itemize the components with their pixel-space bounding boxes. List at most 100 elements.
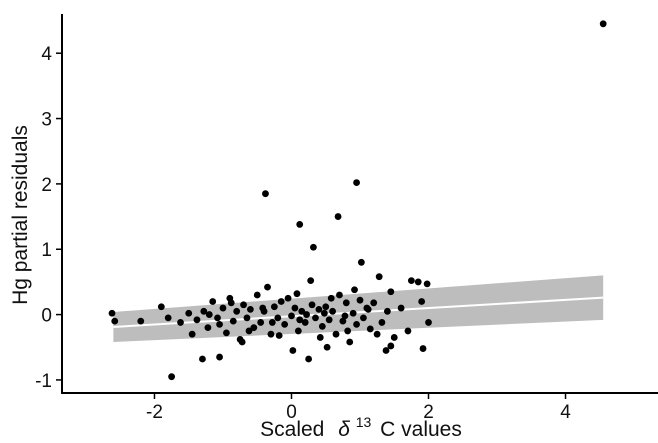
data-point [356,296,364,304]
data-point [164,314,172,322]
y-tick-label: 4 [41,44,52,65]
data-point [318,322,326,330]
x-tick-label: 0 [286,402,297,423]
data-point [284,294,292,302]
y-tick-label: -1 [35,371,52,392]
y-tick-label: 0 [41,306,52,327]
data-point [387,288,395,296]
data-point [296,316,304,324]
data-point [216,320,223,328]
data-point [307,277,315,285]
data-point [250,324,258,332]
data-point [339,317,347,325]
data-point [323,343,331,351]
data-point [366,325,374,333]
x-axis-title-delta: δ [338,418,350,441]
data-point [177,319,184,326]
data-point [277,298,285,305]
y-tick-label: 2 [41,175,52,196]
data-point [382,347,390,354]
axes-layer [61,14,658,394]
data-point [223,329,230,337]
data-points-layer [108,20,607,381]
data-point [227,299,235,307]
data-point [298,307,306,315]
data-point [425,319,432,326]
data-point [267,330,275,338]
data-point [296,221,304,228]
data-point [108,309,116,317]
data-point [353,179,360,186]
data-point [205,311,213,318]
data-point [320,309,328,317]
data-point [336,291,343,299]
data-point [219,304,227,312]
data-point [322,303,330,311]
data-point [111,317,119,325]
data-point [310,243,317,251]
data-point [253,291,261,299]
data-point [275,332,283,339]
data-point [268,319,276,326]
data-point [407,277,415,285]
confidence-band-layer [113,275,604,343]
y-axis-title: Hg partial residuals [9,125,32,305]
data-point [312,314,319,322]
x-axis-title: Scaled δ 13 C values [260,409,462,441]
data-point [259,304,267,312]
data-point [216,353,223,361]
data-point [193,316,201,324]
data-point [305,355,313,363]
data-point [353,320,360,328]
data-point [233,307,241,315]
data-point [246,305,254,313]
data-point [404,327,412,335]
data-point [168,373,176,381]
data-point [308,301,316,309]
data-point [288,312,295,320]
data-point [204,324,212,332]
data-point [185,309,193,317]
x-axis-title-prefix: Scaled [260,418,324,441]
data-point [303,311,310,318]
data-point [346,338,354,346]
y-tick-label: 1 [41,240,52,261]
data-point [325,316,333,324]
data-point [390,334,398,341]
data-point [349,309,357,317]
data-point [334,213,342,220]
ticks-layer: -2 0 2 4 -1 0 1 2 3 4 [35,44,571,423]
data-point [270,303,278,311]
data-point [262,190,269,198]
data-point [344,327,352,335]
data-point [214,314,221,322]
data-point [315,305,323,313]
data-point [360,314,367,322]
data-point [294,327,302,335]
data-point [257,319,265,326]
data-point [243,314,251,322]
x-axis-title-suffix: C values [380,418,462,441]
data-point [327,294,335,302]
data-point [238,338,246,346]
data-point [274,314,282,322]
data-point [378,319,386,326]
data-point [289,347,297,354]
data-point [157,303,165,311]
data-point [397,304,405,312]
data-point [375,273,383,281]
x-axis-title-superscript: 13 [356,414,372,430]
data-point [387,342,395,350]
data-point [316,334,324,341]
data-point [342,299,350,307]
data-point [329,307,336,315]
data-point [351,286,358,294]
data-point [281,320,289,328]
data-point [291,304,299,312]
data-point [137,317,145,325]
data-point [384,307,391,315]
data-point [209,298,217,305]
data-point [423,280,431,288]
data-point [332,330,340,338]
